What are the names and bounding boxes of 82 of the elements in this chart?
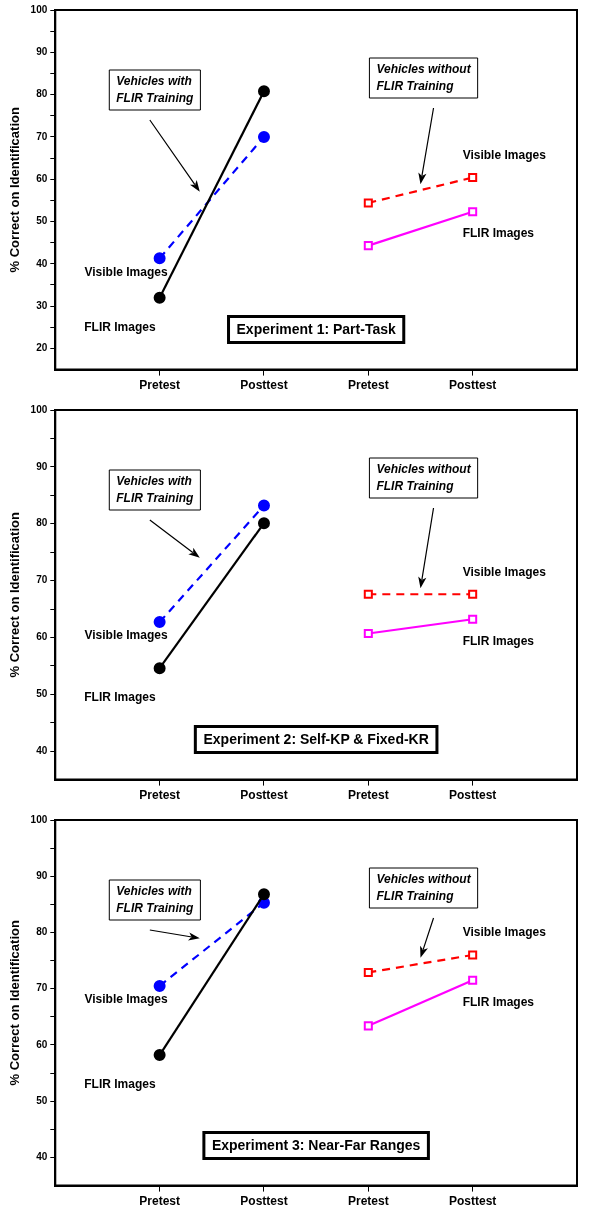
y-tick-label: 80	[36, 517, 48, 529]
series-label: FLIR Images	[84, 319, 156, 334]
y-tick-label: 100	[30, 813, 48, 825]
annotation: Vehicles with FLIR Training	[116, 884, 195, 916]
y-tick-label: 90	[36, 46, 48, 58]
series-label: Visible Images	[462, 147, 547, 162]
series-label: FLIR Images	[462, 226, 535, 241]
annotation: Vehicles without FLIR Training	[376, 872, 472, 904]
x-tick-label: Posttest	[448, 1194, 497, 1209]
series-label: Visible Images	[462, 564, 547, 579]
point	[468, 950, 478, 960]
point	[153, 1049, 166, 1062]
y-tick-label: 60	[36, 1038, 48, 1050]
point	[153, 616, 166, 629]
series-label: Visible Images	[84, 992, 168, 1007]
point	[153, 291, 166, 304]
point	[468, 589, 478, 599]
x-tick-label: Pretest	[139, 1194, 180, 1209]
y-tick-label: 60	[36, 172, 48, 184]
series-label: FLIR Images	[84, 690, 156, 705]
x-tick-label: Pretest	[139, 378, 180, 393]
point	[363, 967, 373, 977]
y-tick-label: 60	[36, 631, 48, 643]
annotation: Vehicles with FLIR Training	[116, 74, 195, 106]
y-tick-label: 100	[30, 3, 48, 15]
point	[363, 241, 373, 251]
y-tick-label: 40	[36, 257, 48, 269]
series-label: Visible Images	[84, 264, 168, 279]
point	[468, 173, 478, 183]
y-tick-label: 100	[30, 403, 48, 415]
point	[468, 614, 478, 624]
point	[257, 130, 270, 143]
y-tick-label: 90	[36, 870, 48, 881]
point	[153, 252, 166, 265]
x-tick-label: Posttest	[240, 1194, 288, 1209]
x-tick-label: Posttest	[240, 378, 288, 393]
y-tick-label: 80	[36, 926, 48, 938]
point	[257, 499, 270, 512]
x-tick-label: Pretest	[347, 378, 389, 393]
y-axis-title: % Correct on Identification	[7, 107, 23, 273]
series-label: FLIR Images	[84, 1077, 156, 1092]
y-tick-label: 50	[36, 1094, 48, 1106]
x-tick-label: Pretest	[347, 788, 389, 803]
point	[153, 662, 166, 675]
y-tick-label: 70	[36, 130, 48, 142]
series-label: FLIR Images	[462, 994, 535, 1009]
series-label: Visible Images	[462, 925, 547, 940]
annotation: Vehicles with FLIR Training	[116, 474, 195, 506]
y-axis-title: % Correct on Identification	[7, 512, 23, 678]
point	[257, 888, 270, 901]
annotation: Vehicles without FLIR Training	[376, 62, 472, 94]
point	[468, 207, 478, 217]
text: Experiment 2: Self-KP & Fixed-KR	[203, 731, 429, 748]
point	[153, 979, 166, 992]
series-label: Visible Images	[84, 628, 168, 643]
y-tick-label: 80	[36, 88, 48, 100]
y-tick-label: 50	[36, 215, 48, 227]
text: Experiment 3: Near-Far Ranges	[211, 1137, 421, 1154]
point	[257, 85, 270, 98]
point	[363, 589, 373, 599]
x-tick-label: Pretest	[139, 788, 180, 803]
x-tick-label: Posttest	[448, 378, 497, 393]
x-tick-label: Posttest	[240, 788, 288, 803]
point	[257, 517, 270, 530]
y-tick-label: 90	[36, 460, 48, 472]
x-tick-label: Posttest	[448, 788, 497, 803]
y-tick-label: 30	[36, 299, 48, 311]
y-tick-label: 20	[36, 342, 48, 354]
point	[468, 975, 478, 985]
y-tick-label: 40	[36, 744, 48, 756]
y-tick-label: 70	[36, 574, 48, 586]
point	[363, 198, 373, 208]
series-label: FLIR Images	[462, 633, 535, 648]
y-tick-label: 70	[36, 982, 48, 994]
x-tick-label: Pretest	[347, 1194, 389, 1209]
point	[363, 1021, 373, 1031]
annotation: Vehicles without FLIR Training	[376, 462, 472, 494]
y-tick-label: 50	[36, 688, 48, 700]
point	[363, 628, 373, 638]
y-axis-title: % Correct on Identification	[7, 920, 23, 1086]
text: Experiment 1: Part-Task	[236, 321, 396, 338]
y-tick-label: 40	[36, 1151, 48, 1163]
